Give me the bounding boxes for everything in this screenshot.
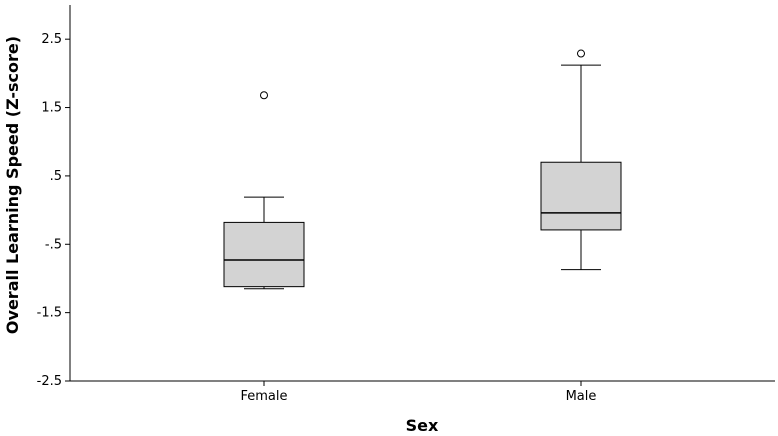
iqr-box bbox=[223, 221, 305, 288]
iqr-box bbox=[540, 161, 622, 231]
y-tick-label: -.5 bbox=[45, 237, 62, 252]
y-tick-label: .5 bbox=[50, 169, 62, 184]
y-tick-label: 1.5 bbox=[41, 101, 62, 116]
box-female bbox=[223, 91, 305, 290]
x-tick-label: Female bbox=[240, 389, 287, 404]
y-axis-title: Overall Learning Speed (Z-score) bbox=[3, 36, 22, 334]
x-tick-label: Male bbox=[566, 389, 597, 404]
x-axis-ticks: Female Male bbox=[240, 381, 596, 404]
box-series bbox=[223, 49, 622, 290]
y-axis-ticks: 2.5 1.5 .5 -.5 -1.5 -2.5 bbox=[37, 32, 70, 389]
outlier-point bbox=[577, 49, 585, 58]
outlier-point bbox=[260, 91, 268, 100]
x-axis-title: Sex bbox=[406, 416, 439, 435]
box-male bbox=[540, 49, 622, 271]
y-tick-label: -1.5 bbox=[37, 306, 62, 321]
y-tick-label: -2.5 bbox=[37, 374, 62, 389]
y-tick-label: 2.5 bbox=[41, 32, 62, 47]
